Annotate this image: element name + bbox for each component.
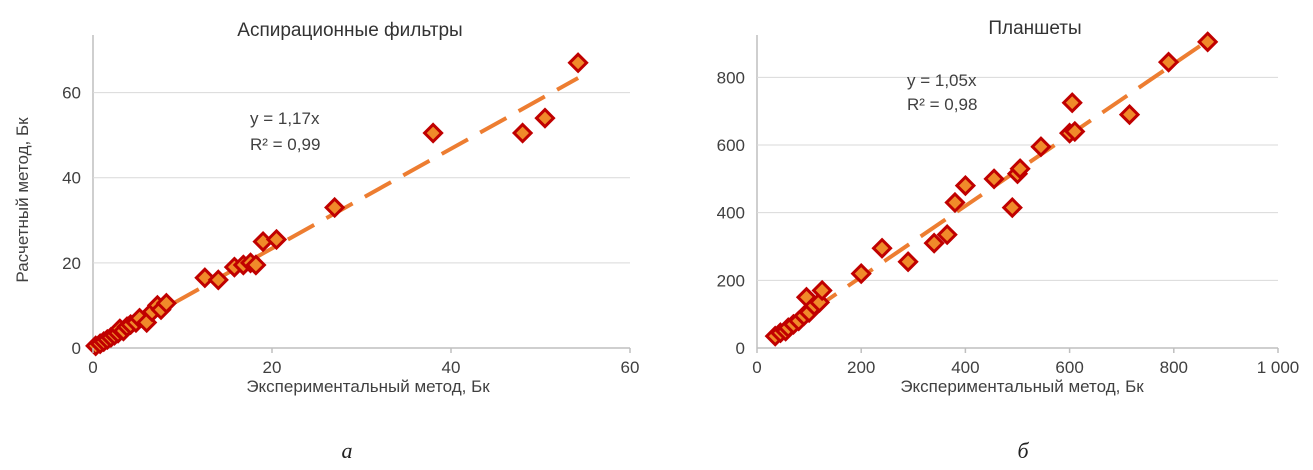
grid-a <box>93 92 630 264</box>
x-tick-label-b: 200 <box>847 358 875 377</box>
x-tick-label-b: 400 <box>951 358 979 377</box>
x-tick-label-a: 20 <box>263 358 282 377</box>
x-tick-label-b: 0 <box>752 358 761 377</box>
y-axis-label-a: Расчетный метод, Бк <box>13 117 32 283</box>
trendline-group-b <box>774 39 1209 338</box>
data-point-a <box>207 269 229 291</box>
data-point-b <box>1197 31 1219 53</box>
y-tick-label-b: 400 <box>717 204 745 223</box>
panel-a: Аспирационные фильтры 0 20 40 60 0 20 40 60 y … <box>13 20 639 463</box>
equation-label-b: y = 1,05x <box>907 71 977 90</box>
x-tick-label-b: 600 <box>1055 358 1083 377</box>
data-point-a <box>324 196 346 219</box>
y-tick-label-b: 600 <box>717 136 745 155</box>
data-point-a <box>265 228 288 251</box>
data-point-b <box>1064 120 1086 143</box>
data-point-a <box>511 122 534 144</box>
data-point-a <box>194 267 216 289</box>
y-ticks-b: 0 200 400 600 800 <box>717 68 745 358</box>
data-point-b <box>936 224 958 246</box>
data-point-b <box>983 168 1005 190</box>
chart-title-b: Планшеты <box>988 18 1081 39</box>
x-tick-label-b: 1 000 <box>1257 358 1300 377</box>
data-point-b <box>897 251 919 273</box>
y-tick-label-b: 0 <box>736 339 745 358</box>
data-point-a <box>245 254 267 276</box>
x-ticks-a: 0 20 40 60 <box>88 348 639 377</box>
y-tick-label-a: 20 <box>62 254 81 273</box>
r2-label-b: R² = 0,98 <box>907 95 977 114</box>
x-tick-label-b: 800 <box>1160 358 1188 377</box>
data-point-b <box>1030 136 1052 158</box>
data-point-b <box>1009 158 1031 180</box>
equation-label-a: y = 1,17x <box>250 109 320 128</box>
data-point-b <box>1118 103 1141 126</box>
data-point-b <box>1061 92 1083 114</box>
x-tick-label-a: 40 <box>442 358 461 377</box>
y-tick-label-b: 200 <box>717 271 745 290</box>
x-ticks-b: 0 200 400 600 800 1 000 <box>752 348 1299 377</box>
panel-b: Планшеты 0 200 400 600 800 1 000 0 200 400 600 80… <box>717 18 1300 463</box>
data-point-b <box>811 279 833 302</box>
data-point-a <box>422 122 444 144</box>
data-point-b <box>954 174 977 197</box>
x-axis-label-b: Экспериментальный метод, Бк <box>900 377 1144 396</box>
r2-label-a: R² = 0,99 <box>250 135 320 154</box>
chart-title-a: Аспирационные фильтры <box>237 20 462 41</box>
data-point-a <box>567 52 589 74</box>
data-point-a <box>155 292 178 314</box>
data-point-b <box>850 262 872 285</box>
y-ticks-a: 0 20 40 60 <box>62 84 81 358</box>
trendline-b <box>774 39 1209 338</box>
x-axis-label-a: Экспериментальный метод, Бк <box>246 377 490 396</box>
data-point-b <box>944 191 966 214</box>
data-point-b <box>1001 196 1023 219</box>
x-tick-label-a: 60 <box>621 358 640 377</box>
panel-caption-b: б <box>1017 438 1029 463</box>
panel-caption-a: а <box>342 438 353 463</box>
y-tick-label-a: 40 <box>62 169 81 188</box>
y-tick-label-b: 800 <box>717 68 745 87</box>
y-tick-label-a: 60 <box>62 84 81 103</box>
data-point-b <box>923 232 945 254</box>
y-tick-label-a: 0 <box>72 339 81 358</box>
data-point-b <box>1157 51 1180 73</box>
points-group-a <box>85 52 589 357</box>
x-tick-label-a: 0 <box>88 358 97 377</box>
data-point-b <box>871 237 893 259</box>
points-group-b <box>764 31 1219 347</box>
data-point-a <box>534 107 556 129</box>
